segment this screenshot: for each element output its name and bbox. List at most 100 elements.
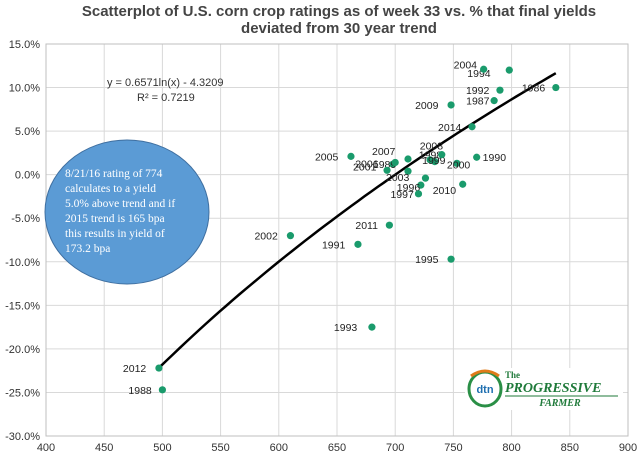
dtn-progressive-farmer-logo: dtn The PROGRESSIVE FARMER bbox=[465, 368, 623, 410]
callout-line-5: this results in yield of bbox=[65, 228, 165, 240]
data-point bbox=[490, 97, 498, 105]
data-point bbox=[438, 151, 446, 159]
point-label: 1989 bbox=[373, 159, 397, 171]
trend-equation: y = 0.6571ln(x) - 4.3209 bbox=[107, 77, 224, 89]
callout-bubble: 8/21/16 rating of 774 calculates to a yi… bbox=[44, 139, 210, 285]
y-tick-label: 10.0% bbox=[9, 83, 40, 95]
data-point bbox=[468, 123, 476, 131]
point-label: 2002 bbox=[254, 231, 278, 243]
point-label: 1993 bbox=[334, 322, 358, 334]
y-tick-label: -30.0% bbox=[5, 431, 40, 443]
r-squared: R² = 0.7219 bbox=[137, 92, 195, 104]
callout-line-6: 173.2 bpa bbox=[65, 243, 110, 255]
trendline bbox=[159, 72, 557, 368]
plot-area-border bbox=[45, 43, 629, 437]
x-tick-label: 900 bbox=[619, 442, 637, 454]
data-point bbox=[473, 153, 481, 161]
y-tick-label: -20.0% bbox=[5, 344, 40, 356]
data-point bbox=[404, 167, 412, 175]
data-point bbox=[421, 174, 430, 182]
point-label: 2009 bbox=[415, 100, 439, 112]
logo-badge-text: dtn bbox=[476, 384, 493, 396]
point-label: 2007 bbox=[372, 146, 396, 158]
data-point bbox=[480, 65, 488, 73]
data-point bbox=[552, 83, 560, 92]
y-tick-label: -10.0% bbox=[5, 257, 40, 269]
point-label: 1991 bbox=[322, 239, 346, 251]
point-label: 2010 bbox=[433, 185, 457, 197]
data-point bbox=[404, 155, 412, 163]
point-label: 1998 bbox=[419, 150, 443, 162]
callout-ellipse bbox=[44, 139, 210, 285]
x-tick-label: 500 bbox=[153, 442, 171, 454]
point-label: 1988 bbox=[128, 385, 152, 397]
logo-badge-arc bbox=[470, 369, 500, 378]
x-tick-label: 700 bbox=[386, 442, 404, 454]
x-axis-ticks: 400 450 500 550 600 650 700 750 800 850 900 bbox=[37, 442, 637, 454]
data-point bbox=[496, 86, 504, 94]
callout-line-1: 8/21/16 rating of 774 bbox=[65, 168, 163, 180]
y-tick-label: 0.0% bbox=[15, 170, 40, 182]
callout-line-2: calculates to a yield bbox=[65, 183, 156, 195]
data-point bbox=[368, 323, 376, 331]
point-label: 2000 bbox=[447, 159, 471, 171]
callout-line-4: 2015 trend is 165 bpa bbox=[65, 213, 165, 225]
data-point bbox=[505, 66, 513, 74]
data-point bbox=[453, 159, 461, 167]
data-point bbox=[414, 190, 423, 198]
data-point bbox=[385, 221, 393, 229]
x-tick-label: 450 bbox=[95, 442, 113, 454]
data-point bbox=[383, 166, 391, 174]
data-point bbox=[286, 232, 295, 240]
point-label: 1996 bbox=[397, 182, 421, 194]
data-point bbox=[158, 386, 166, 394]
data-point bbox=[447, 255, 455, 263]
y-tick-label: -25.0% bbox=[5, 387, 40, 399]
y-tick-label: 5.0% bbox=[15, 126, 40, 138]
chart-title-line-2: deviated from 30 year trend bbox=[241, 20, 437, 37]
point-label: 1995 bbox=[415, 254, 439, 266]
point-label: 2005 bbox=[315, 151, 339, 163]
y-axis-ticks: 15.0% 10.0% 5.0% 0.0% -5.0% -10.0% -15.0% -20.0… bbox=[5, 39, 40, 443]
data-point bbox=[459, 180, 467, 188]
point-label: 1997 bbox=[390, 189, 414, 201]
point-label: 2011 bbox=[355, 220, 378, 232]
point-label: 2003 bbox=[386, 172, 410, 184]
data-point bbox=[391, 158, 399, 167]
trendline-curve bbox=[159, 72, 557, 368]
x-tick-label: 550 bbox=[211, 442, 229, 454]
data-points: 1986198719881989199019911992199319941995… bbox=[123, 59, 560, 397]
x-tick-label: 400 bbox=[37, 442, 55, 454]
y-tick-label: -5.0% bbox=[11, 213, 40, 225]
x-tick-label: 800 bbox=[502, 442, 520, 454]
point-label: 2012 bbox=[123, 363, 147, 375]
point-label: 2001 bbox=[353, 161, 377, 173]
data-point bbox=[155, 364, 163, 372]
logo-line-2: PROGRESSIVE bbox=[505, 381, 601, 396]
point-label: 1987 bbox=[466, 96, 490, 108]
logo-line-1: The bbox=[505, 370, 520, 380]
chart-title-line-1: Scatterplot of U.S. corn crop ratings as… bbox=[82, 3, 596, 20]
point-label: 2006 bbox=[355, 158, 379, 170]
x-tick-label: 750 bbox=[444, 442, 462, 454]
point-label: 1986 bbox=[522, 83, 546, 95]
data-point bbox=[447, 101, 455, 109]
logo-line-3: FARMER bbox=[538, 398, 581, 409]
data-point bbox=[417, 181, 425, 189]
x-tick-label: 650 bbox=[328, 442, 346, 454]
point-label: 2014 bbox=[438, 122, 462, 134]
point-label: 1999 bbox=[422, 155, 446, 167]
data-point bbox=[347, 152, 355, 160]
point-label: 2004 bbox=[454, 59, 478, 71]
point-label: 1992 bbox=[466, 85, 490, 97]
point-label: 2008 bbox=[420, 141, 444, 153]
callout-line-3: 5.0% above trend and if bbox=[65, 198, 175, 210]
x-tick-label: 850 bbox=[561, 442, 579, 454]
data-point bbox=[426, 156, 434, 164]
point-label: 1990 bbox=[483, 152, 507, 164]
data-point bbox=[354, 240, 362, 248]
y-tick-label: 15.0% bbox=[9, 39, 40, 51]
x-tick-label: 600 bbox=[270, 442, 288, 454]
y-tick-label: -15.0% bbox=[5, 300, 40, 312]
